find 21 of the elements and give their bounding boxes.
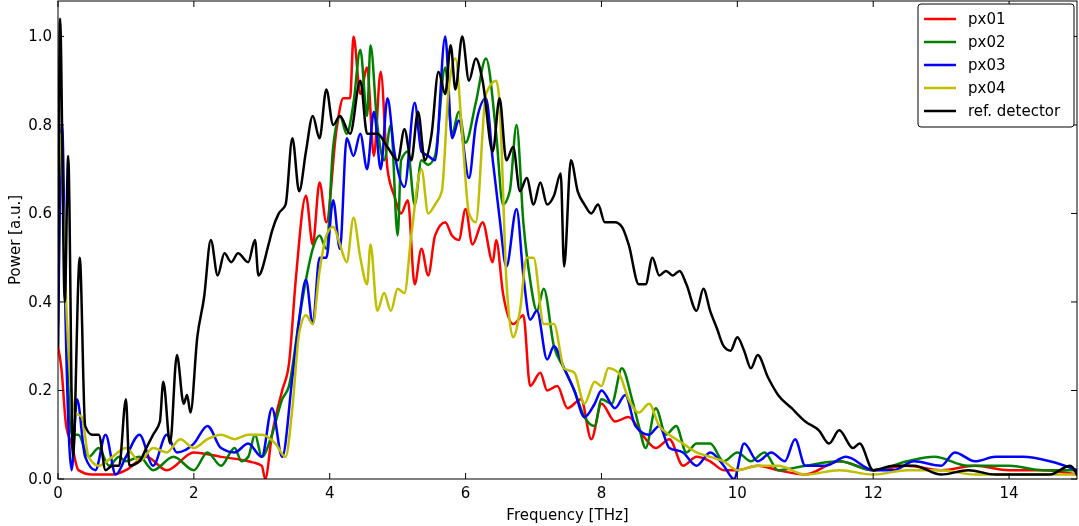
x-axis-title: Frequency [THz] — [506, 506, 629, 524]
x-tick-label: 2 — [189, 484, 199, 502]
x-tick-label: 0 — [53, 484, 63, 502]
x-tick-label: 4 — [324, 484, 335, 502]
legend-label: px01 — [968, 10, 1006, 28]
y-tick-label: 0.2 — [28, 381, 52, 400]
legend-label: px02 — [968, 33, 1006, 51]
x-tick-label: 8 — [596, 484, 607, 502]
x-tick-label: 14 — [999, 484, 1019, 502]
y-tick-label: 0.0 — [28, 470, 52, 488]
legend-label: px04 — [968, 79, 1006, 97]
y-axis-title: Power [a.u.] — [6, 194, 24, 286]
x-tick-label: 6 — [460, 484, 471, 502]
y-tick-label: 1.0 — [28, 27, 52, 46]
legend-label: ref. detector — [968, 102, 1061, 120]
x-tick-label: 10 — [727, 484, 747, 502]
x-tick-label: 12 — [863, 484, 883, 502]
y-tick-label: 0.6 — [28, 204, 52, 223]
legend-label: px03 — [968, 56, 1006, 74]
y-tick-label: 0.4 — [28, 292, 52, 311]
y-tick-label: 0.8 — [28, 115, 52, 134]
